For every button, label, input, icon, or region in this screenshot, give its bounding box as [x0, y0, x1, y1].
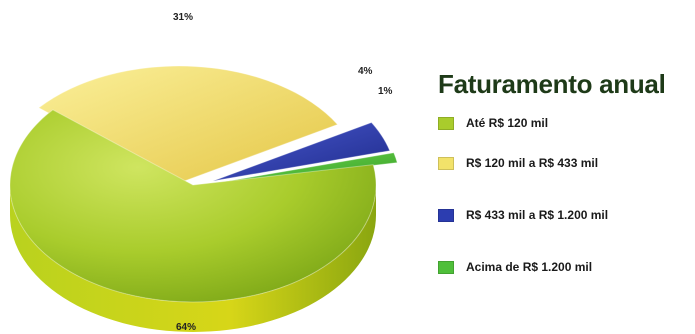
- legend-label: Até R$ 120 mil: [466, 116, 549, 130]
- slice-ate-120-mil: [9, 109, 377, 303]
- slice-acima-1200-mil: [216, 152, 398, 184]
- legend-item-ate-120-mil: Até R$ 120 mil: [438, 116, 548, 130]
- legend-label: Acima de R$ 1.200 mil: [466, 260, 593, 274]
- chart-title: Faturamento anual: [438, 69, 666, 99]
- legend-swatch: [438, 208, 454, 222]
- slice-ate-120-mil-side: [10, 185, 376, 332]
- data-label-64: 64%: [176, 322, 197, 333]
- slice-120-a-433-mil: [37, 65, 339, 184]
- legend-swatch: [438, 116, 454, 130]
- legend-item-433-a-1200-mil: R$ 433 mil a R$ 1.200 mil: [438, 208, 608, 222]
- data-label-1: 1%: [378, 86, 393, 97]
- legend-swatch: [438, 260, 454, 274]
- data-label-31: 31%: [173, 12, 194, 23]
- legend-label: R$ 120 mil a R$ 433 mil: [466, 156, 599, 170]
- legend-item-acima-1200-mil: Acima de R$ 1.200 mil: [438, 260, 592, 274]
- legend-item-120-a-433-mil: R$ 120 mil a R$ 433 mil: [438, 156, 598, 170]
- data-label-4: 4%: [358, 66, 373, 77]
- legend-label: R$ 433 mil a R$ 1.200 mil: [466, 208, 609, 222]
- legend-swatch: [438, 156, 454, 170]
- slice-433-a-1200-mil: [212, 121, 391, 182]
